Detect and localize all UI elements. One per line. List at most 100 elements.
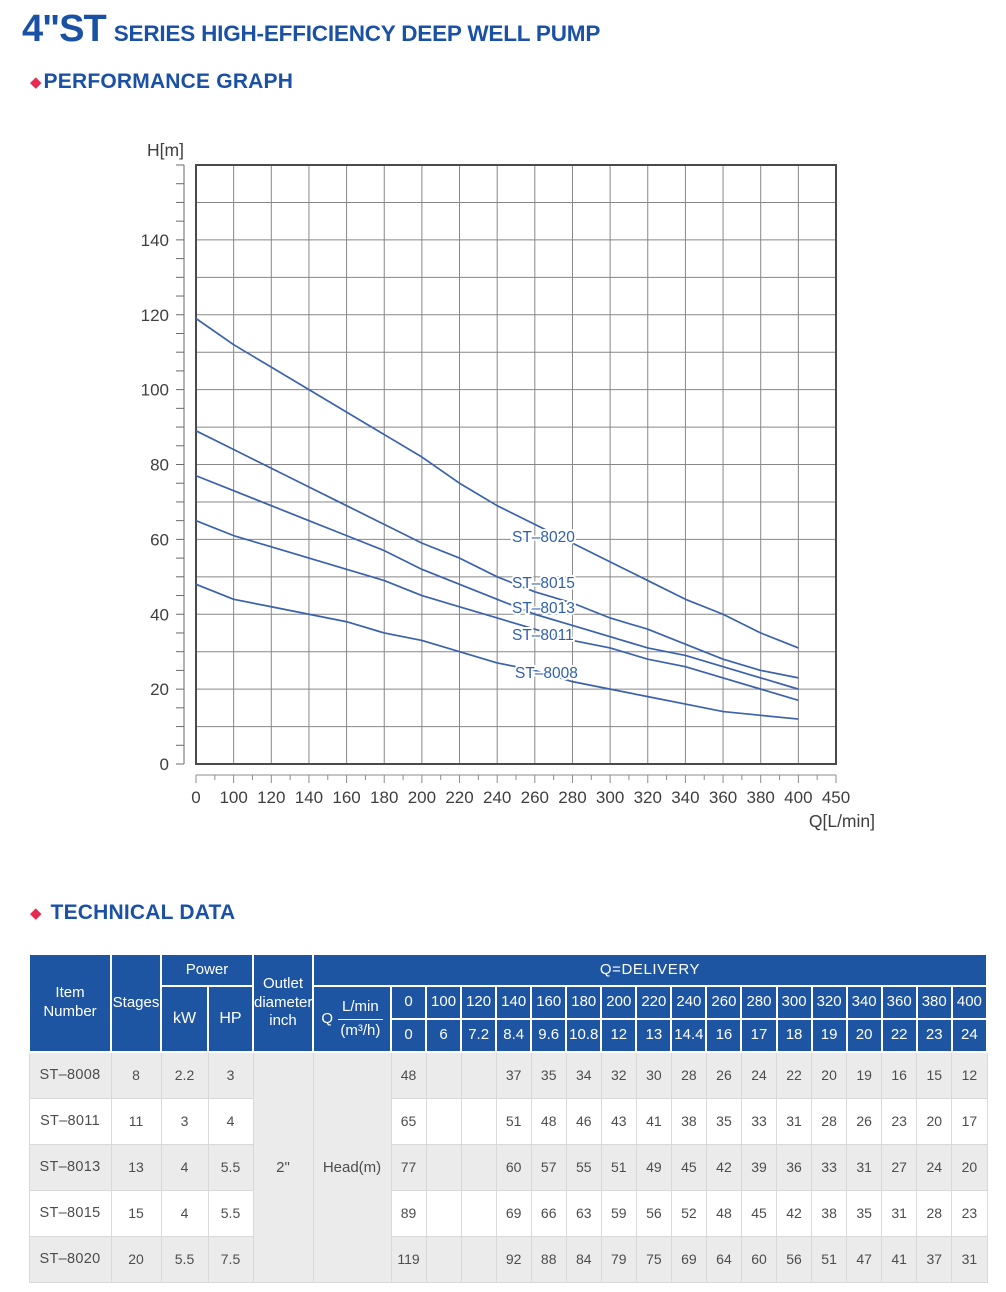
flow-lmin-240: 240 — [670, 985, 708, 1020]
head-value-cell-st-8013-q380: 24 — [916, 1143, 953, 1191]
x-tick-label: 450 — [822, 788, 850, 807]
head-value-cell-st-8011-q120 — [460, 1097, 497, 1145]
x-tick-label: 100 — [219, 788, 247, 807]
y-tick-label: 140 — [141, 231, 169, 250]
head-value-cell-st-8020-q160: 88 — [530, 1235, 567, 1283]
head-value-cell-st-8020-q240: 69 — [670, 1235, 707, 1283]
head-value-cell-st-8015-q400: 23 — [951, 1189, 988, 1237]
performance-chart-svg: 0 20 40 60 80 100 120 140 H[m] 0 100 120 140 160 180 20… — [141, 140, 875, 831]
head-value-cell-st-8013-q180: 55 — [565, 1143, 602, 1191]
outlet-diameter-cell: 2" — [252, 1051, 314, 1283]
x-tick-label: 240 — [483, 788, 511, 807]
flow-m3h-7.2: 7.2 — [460, 1018, 498, 1053]
head-value-cell-st-8011-q0: 65 — [390, 1097, 427, 1145]
head-value-cell-st-8008-q320: 20 — [811, 1051, 848, 1099]
head-value-cell-st-8008-q260: 26 — [705, 1051, 742, 1099]
x-tick-label: 0 — [191, 788, 200, 807]
head-value-cell-st-8015-q380: 28 — [916, 1189, 953, 1237]
plot-border — [195, 164, 837, 765]
head-value-cell-st-8011-q300: 31 — [776, 1097, 813, 1145]
head-value-cell-st-8020-q300: 56 — [776, 1235, 813, 1283]
flow-unit-fraction: L/min (m³/h) — [337, 998, 383, 1041]
flow-m3h-16: 16 — [705, 1018, 743, 1053]
stages-cell: 15 — [110, 1189, 162, 1237]
head-value-cell-st-8011-q200: 43 — [600, 1097, 637, 1145]
th-stages: Stages — [110, 953, 162, 1053]
flow-lmin-280: 280 — [740, 985, 778, 1020]
grid-lines — [196, 165, 836, 764]
head-value-cell-st-8013-q0: 77 — [390, 1143, 427, 1191]
head-value-cell-st-8008-q400: 12 — [951, 1051, 988, 1099]
table-row-st-8013: ST–8013 13 4 5.5 77 60 57 55 51 49 45 42 39 36 33 31 27 2… — [28, 1143, 988, 1191]
th-item-number: Item Number — [28, 953, 112, 1053]
flow-lmin-400: 400 — [950, 985, 989, 1020]
performance-graph-heading: ◆ PERFORMANCE GRAPH — [30, 70, 293, 94]
power-kw-cell: 3 — [160, 1097, 209, 1145]
flow-lmin-260: 260 — [705, 985, 743, 1020]
head-value-cell-st-8015-q340: 35 — [846, 1189, 883, 1237]
x-tick-label: 360 — [709, 788, 737, 807]
table-body: ST–8008 8 2.2 3 2" Head(m) 48 37 35 34 32 30 28 26 24 2… — [28, 1051, 988, 1283]
flow-m3h-22: 22 — [880, 1018, 918, 1053]
head-value-cell-st-8020-q100 — [425, 1235, 462, 1283]
head-value-cell-st-8013-q220: 49 — [635, 1143, 672, 1191]
head-value-cell-st-8020-q180: 84 — [565, 1235, 602, 1283]
x-tick-label: 380 — [747, 788, 775, 807]
head-value-cell-st-8008-q140: 37 — [495, 1051, 532, 1099]
table-row-st-8008: ST–8008 8 2.2 3 2" Head(m) 48 37 35 34 32 30 28 26 24 2… — [28, 1051, 988, 1283]
y-tick-label: 20 — [150, 680, 169, 699]
performance-graph-heading-label: PERFORMANCE GRAPH — [43, 70, 294, 93]
page-title-description: SERIES HIGH-EFFICIENCY DEEP WELL PUMP — [113, 21, 601, 46]
flow-lmin-220: 220 — [635, 985, 673, 1020]
head-value-cell-st-8008-q340: 19 — [846, 1051, 883, 1099]
head-value-cell-st-8008-q160: 35 — [530, 1051, 567, 1099]
th-flow-units: Q L/min (m³/h) — [312, 985, 392, 1053]
flow-lmin-160: 160 — [530, 985, 568, 1020]
head-value-cell-st-8011-q240: 38 — [670, 1097, 707, 1145]
flow-m3h-19: 19 — [810, 1018, 848, 1053]
head-value-cell-st-8008-q120 — [460, 1051, 497, 1099]
head-value-cell-st-8015-q180: 63 — [565, 1189, 602, 1237]
x-tick-label: 280 — [558, 788, 586, 807]
table-row-st-8015: ST–8015 15 4 5.5 89 69 66 63 59 56 52 48 45 42 38 35 31 2… — [28, 1189, 988, 1237]
x-tick-label: 340 — [671, 788, 699, 807]
item-number-cell: ST–8015 — [28, 1189, 112, 1237]
flow-lmin-120: 120 — [460, 985, 498, 1020]
head-value-cell-st-8011-q320: 28 — [811, 1097, 848, 1145]
head-value-cell-st-8013-q320: 33 — [811, 1143, 848, 1191]
curve-label-st-8011: ST–8011 — [512, 627, 574, 644]
head-value-cell-st-8020-q280: 60 — [740, 1235, 778, 1283]
curve-label-st-8008: ST–8008 — [515, 665, 578, 682]
flow-m3h-24: 24 — [950, 1018, 989, 1053]
curve-label-st-8013: ST–8013 — [512, 600, 575, 617]
head-value-cell-st-8015-q300: 42 — [776, 1189, 813, 1237]
head-value-cell-st-8013-q160: 57 — [530, 1143, 567, 1191]
x-tick-label: 320 — [634, 788, 662, 807]
table-header: Item Number Stages Power Outlet diameter… — [28, 953, 989, 1053]
head-value-cell-st-8013-q100 — [425, 1143, 462, 1191]
head-value-cell-st-8020-q260: 64 — [705, 1235, 742, 1283]
y-tick-label: 40 — [150, 605, 169, 624]
diamond-icon: ◆ — [30, 904, 42, 922]
table-row-st-8020: ST–8020 20 5.5 7.5 119 92 88 84 79 75 69 64 60 56 51 47… — [28, 1235, 988, 1283]
flow-lmin-0: 0 — [389, 985, 428, 1020]
head-value-cell-st-8008-q0: 48 — [390, 1051, 427, 1099]
y-tick-label: 60 — [150, 530, 169, 549]
power-hp-cell: 5.5 — [207, 1189, 254, 1237]
head-value-cell-st-8015-q320: 38 — [811, 1189, 848, 1237]
x-tick-label: 180 — [370, 788, 398, 807]
head-value-cell-st-8013-q200: 51 — [600, 1143, 637, 1191]
flow-lmin-320: 320 — [810, 985, 848, 1020]
th-power: Power — [160, 953, 254, 987]
x-tick-label: 220 — [445, 788, 473, 807]
head-value-cell-st-8020-q220: 75 — [635, 1235, 672, 1283]
flow-m3h-8.4: 8.4 — [495, 1018, 533, 1053]
head-value-cell-st-8011-q100 — [425, 1097, 462, 1145]
flow-lmin-200: 200 — [600, 985, 638, 1020]
y-tick-label: 100 — [141, 381, 169, 400]
flow-unit-m3h: (m³/h) — [340, 1021, 381, 1039]
curve-label-st-8015: ST–8015 — [512, 575, 575, 592]
head-value-cell-st-8011-q260: 35 — [705, 1097, 742, 1145]
flow-lmin-140: 140 — [495, 985, 533, 1020]
